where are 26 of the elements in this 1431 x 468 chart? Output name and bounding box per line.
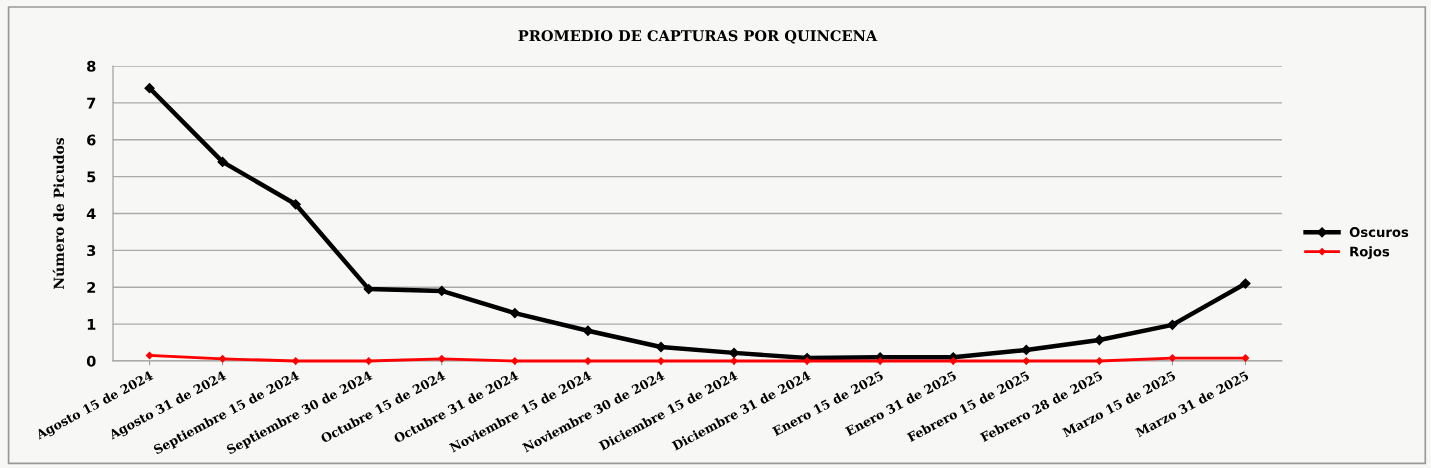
legend-label: Rojos bbox=[1350, 246, 1390, 260]
point bbox=[582, 325, 594, 336]
point bbox=[438, 355, 446, 363]
point bbox=[1168, 354, 1177, 362]
y-tick-label: 2 bbox=[87, 281, 96, 293]
y-tick-label: 6 bbox=[87, 134, 96, 146]
y-axis-title: Número de Picudos bbox=[52, 137, 65, 289]
point bbox=[1021, 344, 1032, 356]
legend-label: Oscuros bbox=[1349, 227, 1409, 238]
y-tick-label: 1 bbox=[87, 319, 96, 330]
y-tick-label: 0 bbox=[86, 355, 96, 367]
chart-title: PROMEDIO DE CAPTURAS POR QUINCENA bbox=[518, 30, 878, 44]
point bbox=[218, 355, 227, 363]
point bbox=[1241, 354, 1250, 362]
point bbox=[144, 83, 155, 94]
y-tick-label: 5 bbox=[87, 171, 96, 183]
point bbox=[1167, 319, 1178, 330]
point bbox=[290, 199, 301, 210]
y-tick-label: 3 bbox=[87, 245, 96, 257]
point bbox=[1240, 278, 1251, 289]
y-tick-label: 8 bbox=[87, 60, 96, 72]
point bbox=[217, 156, 228, 167]
y-tick-label: 4 bbox=[86, 208, 96, 220]
y-tick-label: 7 bbox=[87, 97, 96, 109]
point bbox=[509, 307, 520, 319]
point bbox=[1094, 334, 1105, 346]
